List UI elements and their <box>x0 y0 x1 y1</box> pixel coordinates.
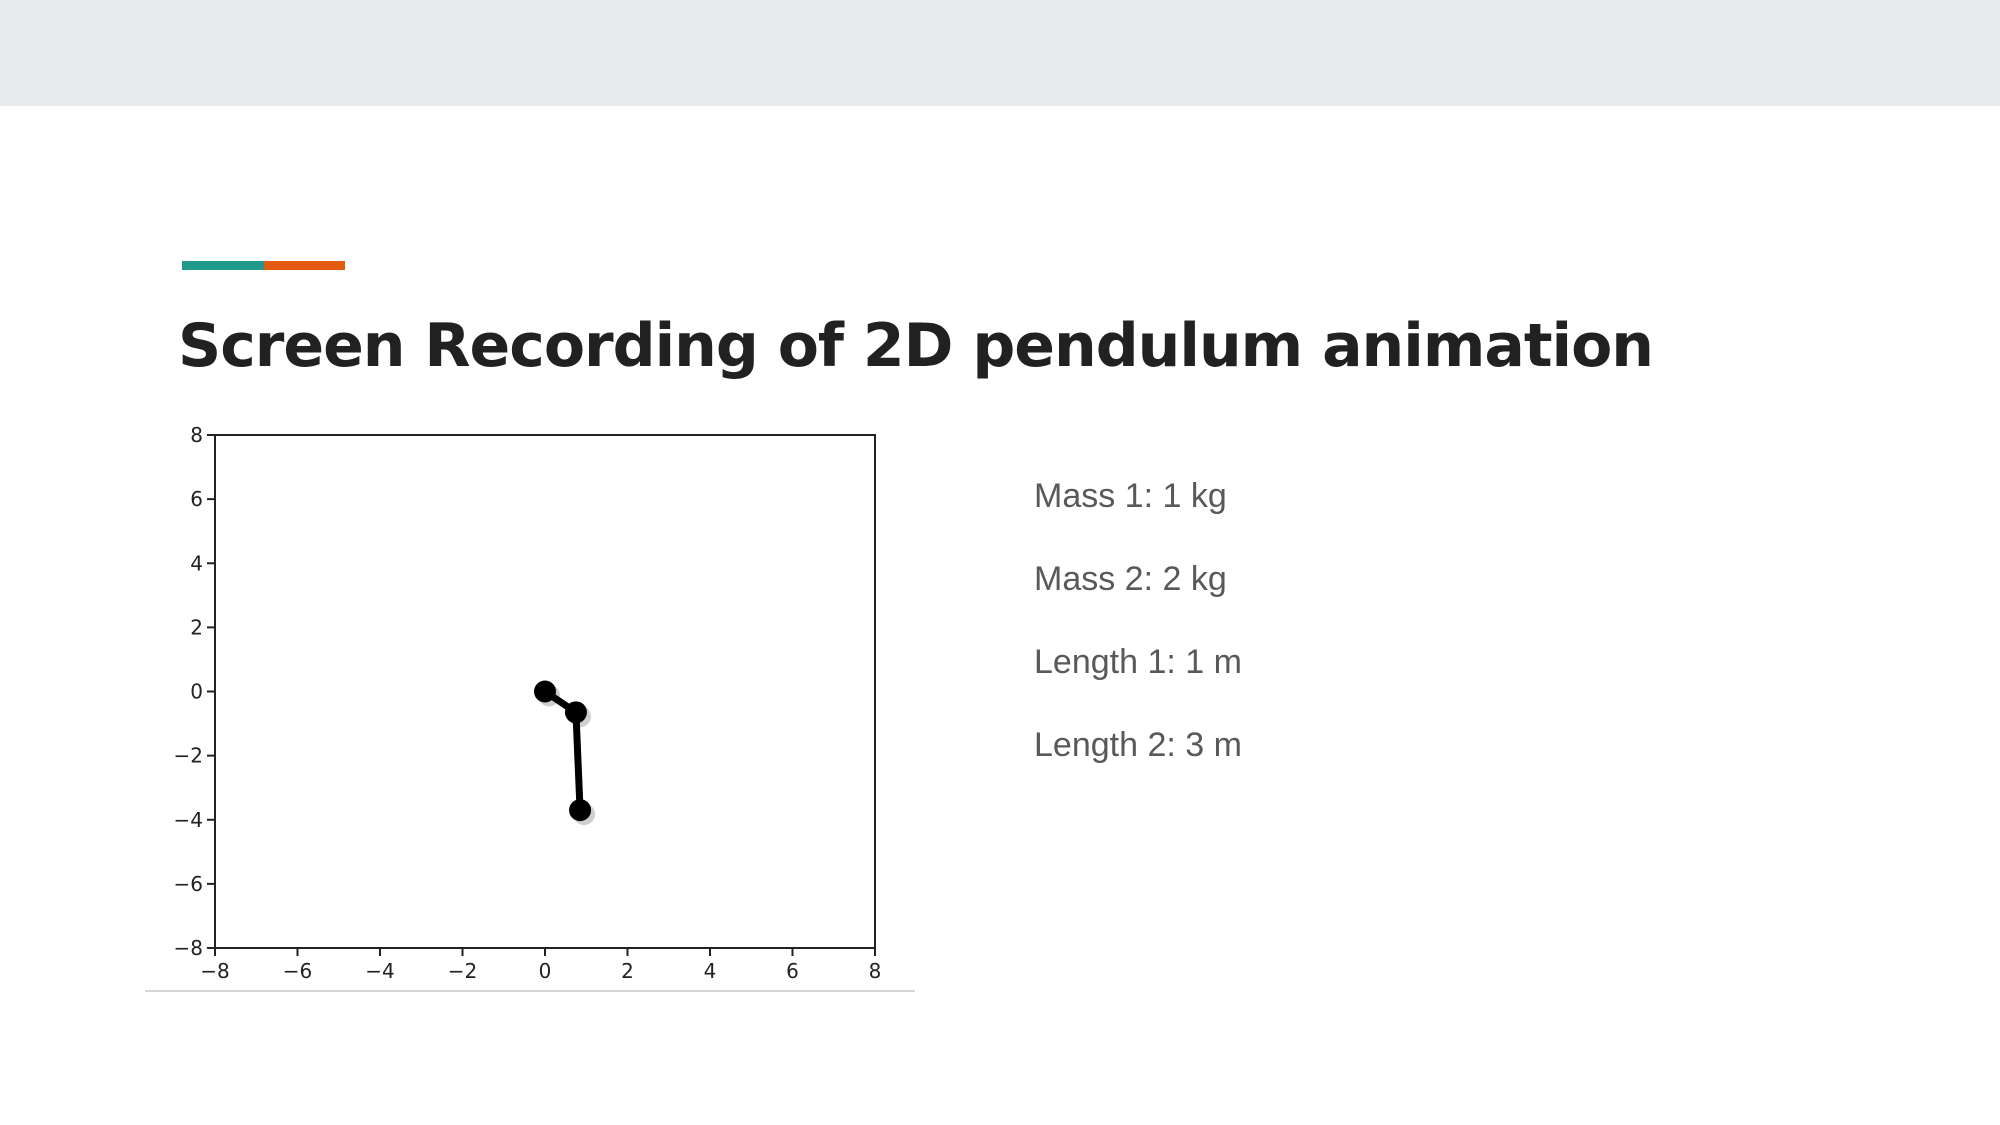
x-tick-label: 8 <box>869 959 882 983</box>
y-tick-label: 0 <box>190 680 203 704</box>
y-tick-label: 2 <box>190 615 203 639</box>
param-length-1: Length 1: 1 m <box>1034 643 1242 681</box>
pendulum-plot-svg: −8 −6 −4 −2 0 2 4 6 8 8 6 4 2 0 −2 −4 −6 −8 <box>174 423 882 983</box>
pendulum-pivot <box>534 680 556 703</box>
x-tick-label: −8 <box>200 959 229 983</box>
y-tick-label: −6 <box>174 872 203 896</box>
x-tick-label: −6 <box>283 959 312 983</box>
x-tick-label: 0 <box>539 959 552 983</box>
pendulum-bob-1 <box>564 701 587 724</box>
y-tick-label: −8 <box>174 936 203 960</box>
accent-bar-teal <box>182 261 264 270</box>
y-tick-label: 4 <box>190 551 203 575</box>
y-tick-label: 8 <box>190 423 203 447</box>
top-band <box>0 0 2000 106</box>
x-tick-label: −4 <box>365 959 394 983</box>
parameter-list: Mass 1: 1 kg Mass 2: 2 kg Length 1: 1 m … <box>1034 464 1634 796</box>
x-tick-label: 6 <box>786 959 799 983</box>
param-mass-2: Mass 2: 2 kg <box>1034 560 1227 598</box>
y-tick-label: 6 <box>190 487 203 511</box>
accent-bar-orange <box>264 261 345 270</box>
x-tick-label: 2 <box>621 959 634 983</box>
x-tick-label: −2 <box>448 959 477 983</box>
y-tick-label: −4 <box>174 808 203 832</box>
x-tick-label: 4 <box>704 959 717 983</box>
slide-title: Screen Recording of 2D pendulum animatio… <box>178 311 1654 381</box>
pendulum-plot: −8 −6 −4 −2 0 2 4 6 8 8 6 4 2 0 −2 −4 −6 −8 <box>145 420 915 992</box>
pendulum-bob-2 <box>569 799 592 822</box>
param-length-2: Length 2: 3 m <box>1034 726 1242 764</box>
y-tick-label: −2 <box>174 744 203 768</box>
pendulum-rod-2 <box>572 708 584 814</box>
param-mass-1: Mass 1: 1 kg <box>1034 477 1227 515</box>
